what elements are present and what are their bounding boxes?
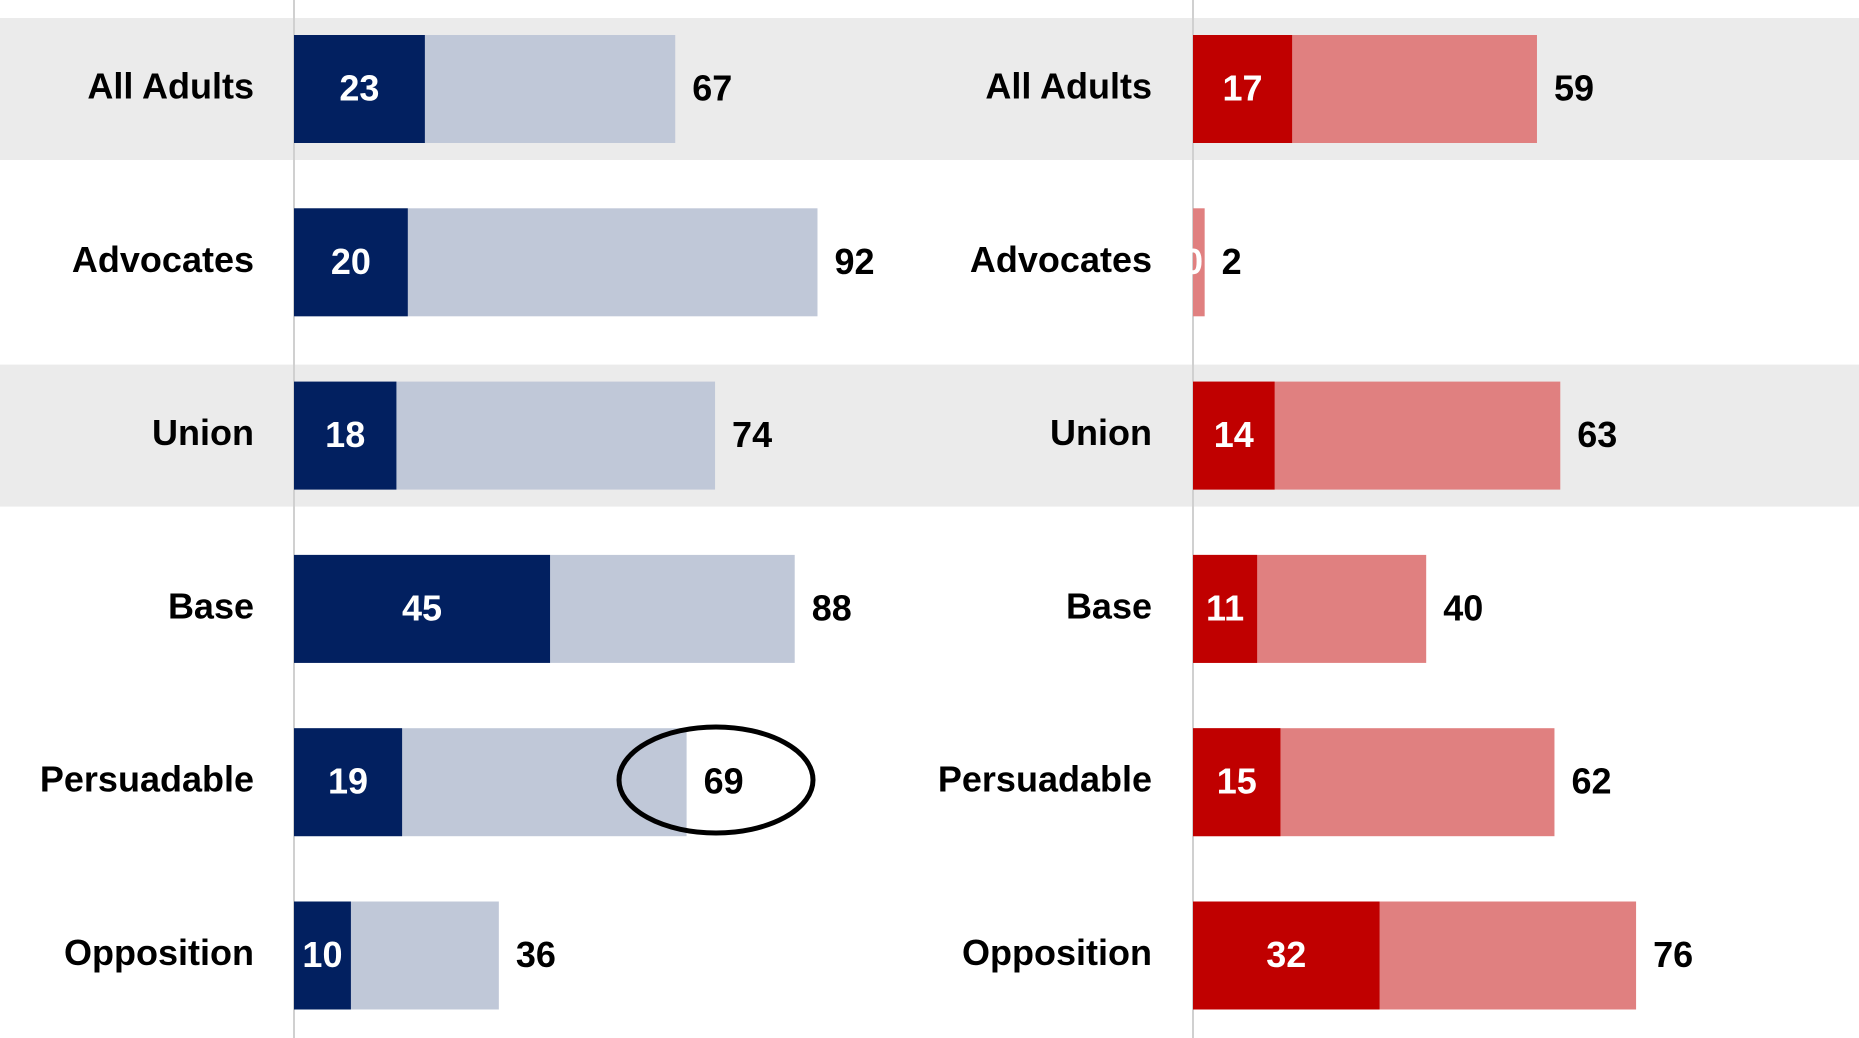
- category-label: All Adults: [87, 66, 254, 107]
- value-label: 20: [331, 241, 371, 282]
- value-label: 76: [1653, 934, 1693, 975]
- bar: [294, 35, 425, 143]
- bar: [1193, 35, 1293, 143]
- bar: [294, 381, 397, 490]
- bar: [294, 728, 403, 837]
- value-label: 10: [302, 934, 342, 975]
- bar: [1193, 208, 1205, 317]
- category-label: Advocates: [970, 239, 1152, 280]
- value-label: 23: [339, 68, 379, 109]
- bar: [294, 208, 408, 317]
- category-label: Base: [168, 585, 254, 626]
- value-label: 88: [812, 587, 852, 628]
- value-label: 36: [516, 934, 556, 975]
- bar: [294, 901, 351, 1010]
- bar: [294, 554, 551, 663]
- value-label: 19: [328, 761, 368, 802]
- value-label: 32: [1266, 934, 1306, 975]
- value-label: 59: [1554, 68, 1594, 109]
- category-label: Base: [1066, 585, 1152, 626]
- value-label: 62: [1571, 761, 1611, 802]
- category-label: Persuadable: [40, 759, 254, 800]
- category-label: Persuadable: [938, 759, 1152, 800]
- category-label: All Adults: [985, 66, 1152, 107]
- value-label: 2: [1222, 241, 1242, 282]
- value-label: 11: [1206, 587, 1244, 628]
- bars: All Adults 67 23 Advocates 92 20 Union 74 18 Base…: [40, 35, 1693, 1010]
- bar: [1193, 554, 1258, 663]
- category-label: Union: [152, 412, 254, 453]
- value-label: 92: [834, 241, 874, 282]
- bar: [1193, 901, 1380, 1010]
- value-label: 74: [732, 414, 772, 455]
- value-label: 18: [325, 414, 365, 455]
- category-label: Union: [1050, 412, 1152, 453]
- value-label: 67: [692, 68, 732, 109]
- value-label: 14: [1214, 414, 1254, 455]
- value-label: 0: [1183, 241, 1203, 282]
- category-label: Advocates: [72, 239, 254, 280]
- value-label: 15: [1217, 761, 1257, 802]
- highlight-circle: [616, 724, 816, 836]
- bar: [1193, 381, 1275, 490]
- category-label: Opposition: [962, 932, 1152, 973]
- value-label: 40: [1443, 587, 1483, 628]
- category-label: Opposition: [64, 932, 254, 973]
- value-label: 69: [704, 761, 744, 802]
- value-label: 45: [402, 587, 442, 628]
- bar: [1193, 728, 1281, 837]
- value-label: 63: [1577, 414, 1617, 455]
- value-label: 17: [1223, 68, 1263, 109]
